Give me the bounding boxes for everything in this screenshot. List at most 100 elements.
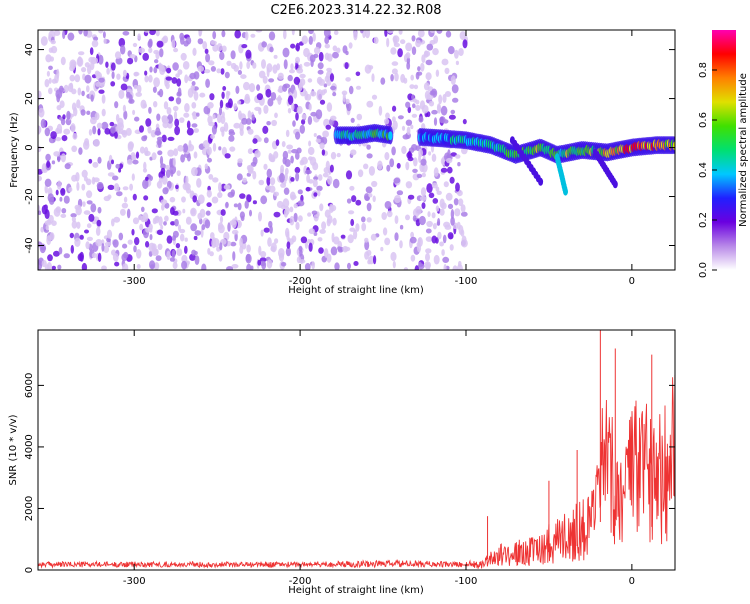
- noise-speckle: [134, 116, 140, 122]
- noise-speckle: [56, 123, 63, 134]
- noise-speckle: [399, 224, 404, 230]
- noise-speckle: [392, 120, 398, 130]
- noise-speckle: [415, 205, 422, 215]
- noise-speckle: [133, 245, 137, 253]
- noise-speckle: [450, 216, 455, 226]
- noise-speckle: [318, 247, 324, 254]
- noise-speckle: [76, 221, 81, 229]
- noise-speckle: [145, 176, 149, 181]
- noise-speckle: [329, 203, 334, 213]
- noise-speckle: [258, 211, 262, 222]
- noise-speckle: [117, 117, 124, 128]
- noise-speckle: [220, 209, 226, 216]
- noise-speckle: [41, 260, 47, 268]
- noise-speckle: [103, 195, 111, 202]
- noise-speckle: [139, 125, 144, 133]
- noise-speckle: [154, 130, 162, 136]
- noise-speckle: [289, 69, 295, 74]
- noise-speckle: [70, 244, 75, 254]
- noise-speckle: [46, 70, 51, 77]
- noise-speckle: [197, 194, 205, 204]
- noise-speckle: [390, 251, 397, 262]
- noise-speckle: [176, 170, 181, 177]
- noise-speckle: [460, 204, 466, 213]
- noise-speckle: [332, 217, 337, 226]
- noise-speckle: [432, 223, 437, 230]
- noise-speckle: [210, 40, 217, 45]
- noise-speckle: [326, 102, 333, 112]
- noise-speckle: [220, 68, 225, 75]
- noise-speckle: [371, 94, 378, 100]
- colorbar-tick-label: 0.4: [698, 162, 709, 178]
- noise-speckle: [139, 146, 145, 154]
- noise-speckle: [90, 61, 95, 71]
- colorbar-tick-label: 0.6: [698, 112, 709, 128]
- noise-speckle: [219, 242, 223, 251]
- noise-speckle: [407, 156, 414, 162]
- noise-speckle: [62, 30, 66, 39]
- noise-speckle: [366, 100, 374, 108]
- noise-speckle: [257, 137, 262, 143]
- noise-speckle: [173, 110, 178, 120]
- noise-speckle: [224, 153, 231, 159]
- noise-speckle: [444, 224, 452, 230]
- noise-speckle: [159, 155, 164, 166]
- noise-speckle: [86, 223, 92, 229]
- noise-speckle: [90, 94, 94, 102]
- signal-branch: [538, 177, 544, 186]
- noise-speckle: [293, 89, 298, 99]
- noise-speckle: [277, 95, 282, 105]
- noise-speckle: [55, 137, 62, 142]
- noise-speckle: [88, 213, 95, 222]
- noise-speckle: [127, 57, 134, 65]
- noise-speckle: [266, 67, 270, 78]
- noise-speckle: [143, 195, 149, 201]
- noise-speckle: [436, 190, 442, 195]
- y-tick-label: -20: [24, 188, 35, 204]
- noise-speckle: [417, 30, 425, 38]
- noise-speckle: [227, 222, 231, 232]
- noise-speckle: [267, 98, 274, 107]
- noise-speckle: [44, 79, 50, 88]
- noise-speckle: [296, 105, 303, 115]
- noise-speckle: [142, 168, 148, 173]
- noise-speckle: [332, 91, 337, 97]
- noise-speckle: [221, 111, 225, 119]
- noise-speckle: [316, 185, 323, 192]
- noise-speckle: [406, 126, 411, 136]
- noise-speckle: [121, 253, 128, 262]
- noise-speckle: [340, 234, 346, 239]
- y-tick-label: 2000: [24, 496, 35, 521]
- noise-speckle: [415, 71, 420, 80]
- noise-speckle: [394, 232, 399, 242]
- noise-speckle: [315, 109, 323, 120]
- noise-speckle: [334, 262, 340, 270]
- noise-speckle: [67, 32, 75, 41]
- noise-speckle: [155, 30, 160, 37]
- noise-speckle: [454, 49, 459, 59]
- noise-speckle: [106, 67, 110, 75]
- x-tick-label: -100: [455, 276, 478, 287]
- noise-speckle: [297, 200, 305, 207]
- noise-speckle: [57, 180, 62, 190]
- noise-speckle: [86, 200, 93, 205]
- noise-speckle: [137, 33, 141, 40]
- noise-speckle: [164, 215, 169, 222]
- noise-speckle: [329, 164, 334, 173]
- noise-speckle: [172, 262, 178, 269]
- noise-speckle: [322, 172, 329, 178]
- noise-speckle: [127, 239, 133, 245]
- noise-speckle: [460, 211, 468, 217]
- noise-speckle: [61, 208, 67, 214]
- noise-speckle: [60, 56, 66, 66]
- noise-speckle: [290, 177, 295, 182]
- noise-speckle: [363, 163, 369, 170]
- noise-speckle: [441, 249, 445, 256]
- noise-speckle: [239, 237, 243, 248]
- noise-speckle: [353, 229, 358, 240]
- noise-speckle: [349, 185, 355, 191]
- noise-speckle: [63, 195, 70, 204]
- noise-speckle: [293, 76, 301, 85]
- noise-speckle: [126, 159, 133, 165]
- noise-speckle: [411, 113, 418, 118]
